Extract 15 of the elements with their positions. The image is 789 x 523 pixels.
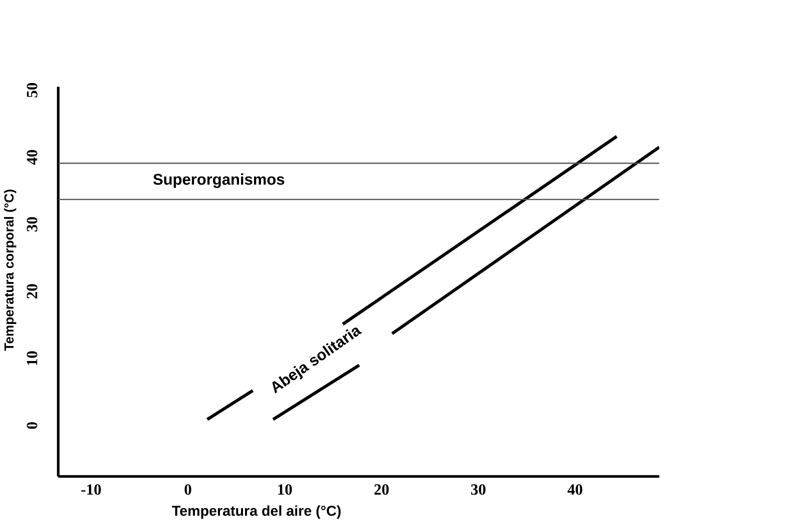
x-tick-label: 30: [471, 484, 486, 495]
y-tick-label: 0: [26, 422, 38, 429]
annotation: Superorganismos: [153, 174, 284, 188]
x-tick-label: 10: [278, 484, 292, 495]
x-tick-label: 0: [184, 484, 192, 495]
x-tick-label: 20: [374, 484, 389, 495]
x-axis-title: Temperatura del aire (°C): [172, 505, 341, 519]
y-tick-label: 40: [26, 150, 38, 165]
x-tick-label: -10: [81, 484, 101, 495]
x-tick-label: 40: [568, 484, 582, 495]
y-axis-title: Temperatura corporal (°C): [4, 190, 16, 351]
y-tick-label: 10: [26, 351, 38, 366]
y-tick-label: 50: [26, 83, 38, 98]
y-tick-label: 20: [26, 284, 38, 299]
y-tick-label: 30: [26, 217, 38, 232]
